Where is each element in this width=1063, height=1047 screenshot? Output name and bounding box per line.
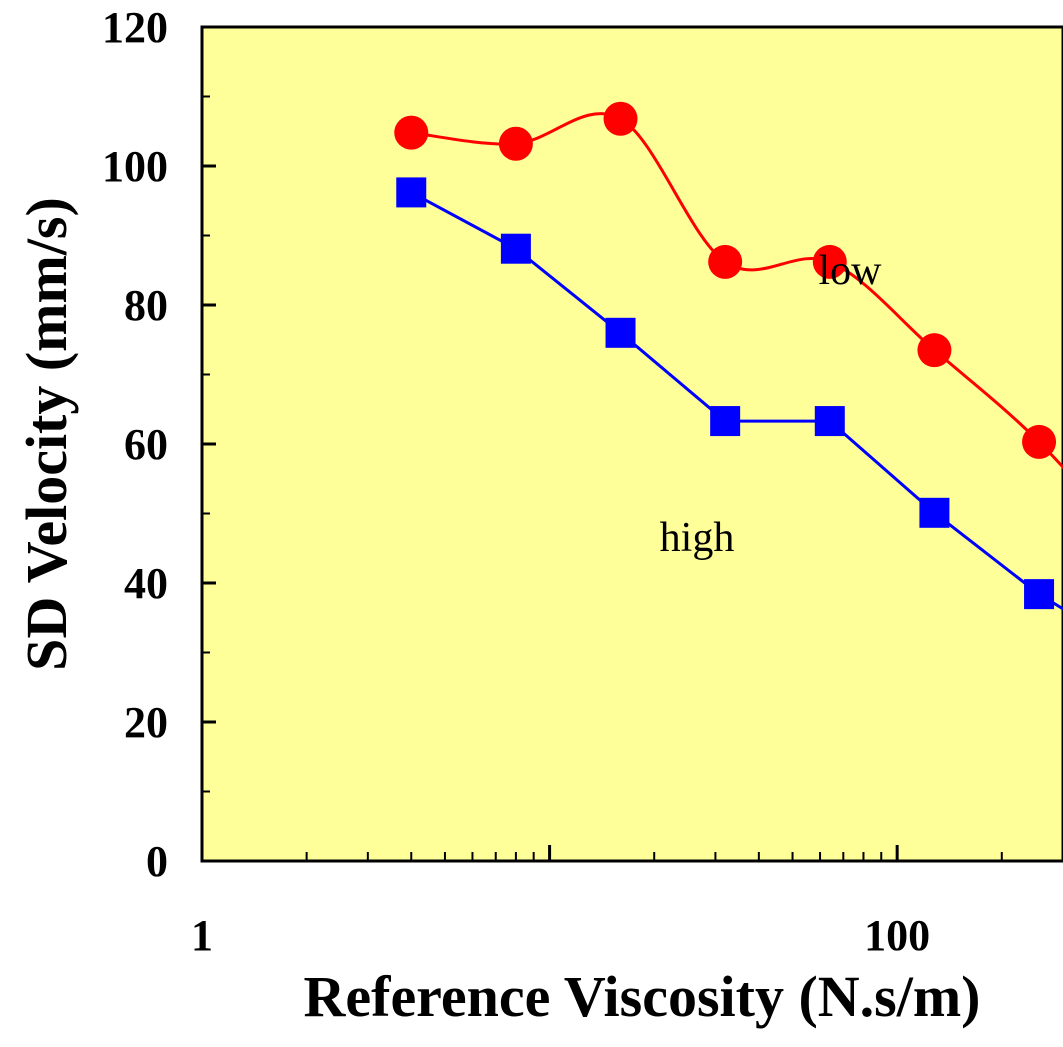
y-tick-label: 100 — [102, 142, 168, 191]
y-tick-label: 20 — [124, 698, 168, 747]
data-point-high — [500, 233, 531, 264]
series-label-low: low — [819, 248, 883, 294]
data-point-low — [498, 126, 533, 161]
series-label-high: high — [660, 515, 735, 561]
data-point-high — [919, 497, 950, 528]
y-axis-ticks: 0 20 40 60 80 100 120 — [102, 3, 216, 886]
x-tick-label: 1 — [191, 911, 213, 960]
y-tick-label: 40 — [124, 559, 168, 608]
y-tick-label: 0 — [146, 837, 168, 886]
data-point-low — [708, 244, 743, 279]
data-point-high — [396, 177, 427, 208]
data-point-high — [1024, 579, 1055, 610]
data-point-low — [603, 101, 638, 136]
series-low — [394, 101, 1063, 470]
y-tick-label: 120 — [102, 3, 168, 52]
data-point-high — [605, 317, 636, 348]
data-point-low — [1022, 424, 1057, 459]
data-point-low — [394, 115, 429, 150]
series-layer — [394, 101, 1063, 611]
x-axis-title: Reference Viscosity (N.s/m) — [304, 964, 981, 1029]
plot-area — [200, 25, 1063, 863]
data-point-high — [710, 406, 741, 437]
series-high — [396, 177, 1063, 611]
y-axis-title: SD Velocity (mm/s) — [14, 197, 79, 671]
data-point-high — [814, 406, 845, 437]
y-minor-ticks — [202, 95, 210, 793]
y-tick-label: 60 — [124, 420, 168, 469]
x-axis-ticks: 1 100 — [191, 845, 1063, 960]
y-tick-label: 80 — [124, 281, 168, 330]
data-point-low — [917, 333, 952, 368]
data-point-low — [812, 244, 847, 279]
series-line-high — [410, 191, 1063, 611]
x-tick-label: 100 — [864, 911, 930, 960]
